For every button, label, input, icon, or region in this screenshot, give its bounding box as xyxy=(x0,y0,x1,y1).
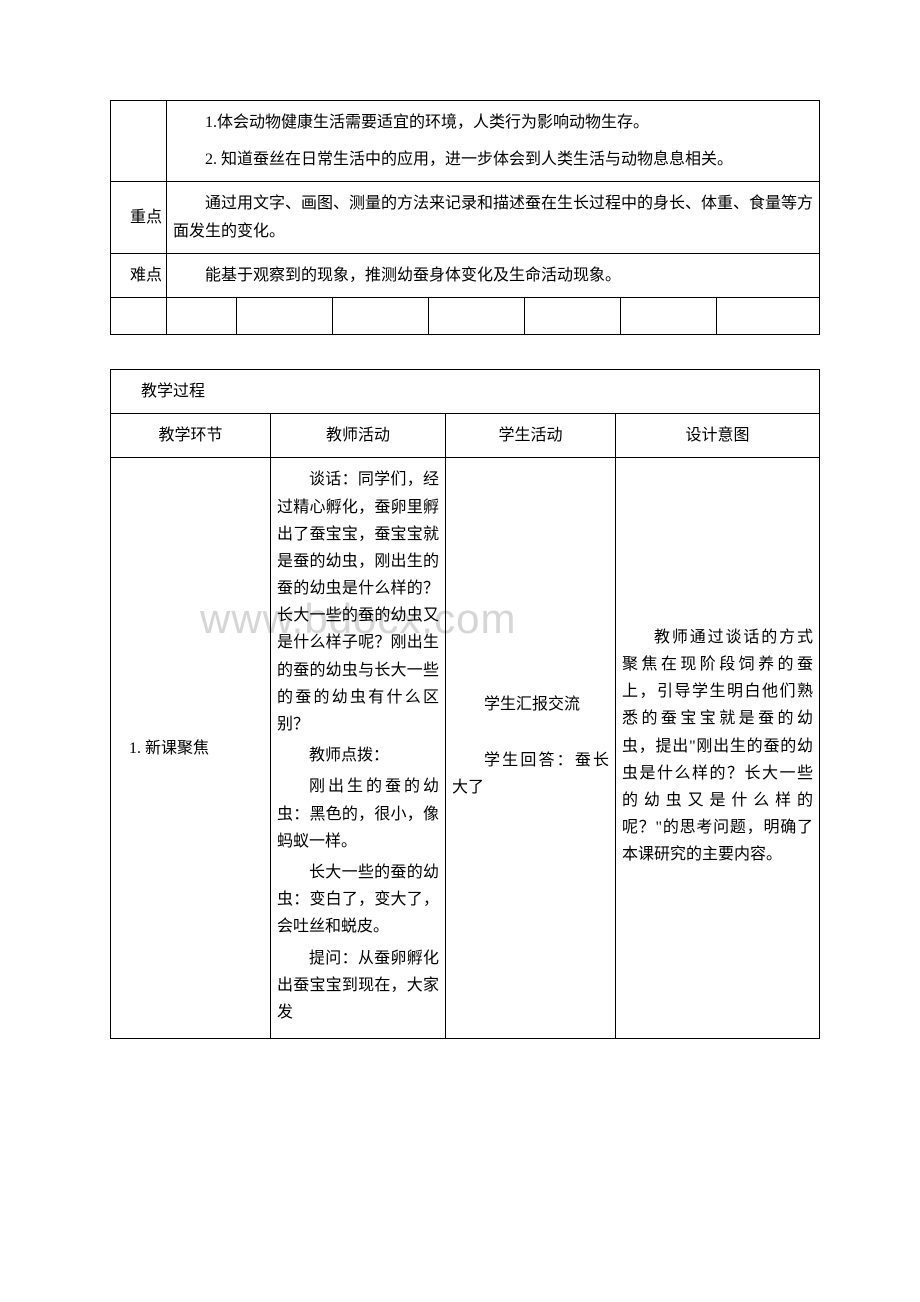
cell-teacher: 谈话：同学们，经过精心孵化，蚕卵里孵出了蚕宝宝，蚕宝宝就是蚕的幼虫，刚出生的蚕的… xyxy=(271,458,446,1039)
col-header-stage: 教学环节 xyxy=(111,414,271,458)
para: 通过用文字、画图、测量的方法来记录和描述蚕在生长过程中的身长、体重、食量等方面发… xyxy=(173,190,813,244)
cell-section-title: 教学过程 xyxy=(111,369,820,413)
table-row: 教学过程 xyxy=(111,369,820,413)
table-row-body: 1. 新课聚焦 谈话：同学们，经过精心孵化，蚕卵里孵出了蚕宝宝，蚕宝宝就是蚕的幼… xyxy=(111,458,820,1039)
table-row-empty xyxy=(111,297,820,334)
para: 谈话：同学们，经过精心孵化，蚕卵里孵出了蚕宝宝，蚕宝宝就是蚕的幼虫，刚出生的蚕的… xyxy=(277,466,439,738)
col-header-student: 学生活动 xyxy=(446,414,616,458)
cell-empty xyxy=(717,297,820,334)
cell-empty xyxy=(237,297,333,334)
label-text: 重点 xyxy=(111,204,166,231)
para: 能基于观察到的现象，推测幼蚕身体变化及生命活动现象。 xyxy=(173,262,813,289)
col-header-design: 设计意图 xyxy=(616,414,820,458)
cell-content: 通过用文字、画图、测量的方法来记录和描述蚕在生长过程中的身长、体重、食量等方面发… xyxy=(167,182,820,253)
cell-label-keypoint: 重点 xyxy=(111,182,167,253)
cell-design: 教师通过谈话的方式聚焦在现阶段饲养的蚕上，引导学生明白他们熟悉的蚕宝宝就是蚕的幼… xyxy=(616,458,820,1039)
para: 教师通过谈话的方式聚焦在现阶段饲养的蚕上，引导学生明白他们熟悉的蚕宝宝就是蚕的幼… xyxy=(622,624,813,869)
table-row: 重点 通过用文字、画图、测量的方法来记录和描述蚕在生长过程中的身长、体重、食量等… xyxy=(111,182,820,253)
cell-empty xyxy=(525,297,621,334)
para: 2. 知道蚕丝在日常生活中的应用，进一步体会到人类生活与动物息息相关。 xyxy=(173,146,813,173)
col-header-teacher: 教师活动 xyxy=(271,414,446,458)
cell-empty xyxy=(111,297,167,334)
para: 学生汇报交流 xyxy=(452,691,609,718)
cell-empty xyxy=(167,297,237,334)
table-process: 教学过程 教学环节 教师活动 学生活动 设计意图 1. 新课聚焦 谈话：同学们，… xyxy=(110,369,820,1039)
table-row: 1.体会动物健康生活需要适宜的环境，人类行为影响动物生存。 2. 知道蚕丝在日常… xyxy=(111,101,820,182)
para: 学生回答：蚕长大了 xyxy=(452,747,609,801)
cell-empty xyxy=(621,297,717,334)
page-container: 1.体会动物健康生活需要适宜的环境，人类行为影响动物生存。 2. 知道蚕丝在日常… xyxy=(0,0,920,1099)
cell-content: 1.体会动物健康生活需要适宜的环境，人类行为影响动物生存。 2. 知道蚕丝在日常… xyxy=(167,101,820,182)
table-row-headers: 教学环节 教师活动 学生活动 设计意图 xyxy=(111,414,820,458)
cell-blank xyxy=(111,101,167,182)
section-title: 教学过程 xyxy=(141,383,205,400)
cell-label-difficulty: 难点 xyxy=(111,253,167,297)
table-row: 难点 能基于观察到的现象，推测幼蚕身体变化及生命活动现象。 xyxy=(111,253,820,297)
para: 教师点拨： xyxy=(277,742,439,769)
cell-empty xyxy=(429,297,525,334)
cell-stage: 1. 新课聚焦 xyxy=(111,458,271,1039)
para: 1.体会动物健康生活需要适宜的环境，人类行为影响动物生存。 xyxy=(173,109,813,136)
para: 提问：从蚕卵孵化出蚕宝宝到现在，大家发 xyxy=(277,945,439,1027)
label-text: 难点 xyxy=(111,262,166,289)
cell-content: 能基于观察到的现象，推测幼蚕身体变化及生命活动现象。 xyxy=(167,253,820,297)
cell-student: 学生汇报交流 学生回答：蚕长大了 xyxy=(446,458,616,1039)
table-top: 1.体会动物健康生活需要适宜的环境，人类行为影响动物生存。 2. 知道蚕丝在日常… xyxy=(110,100,820,335)
para: 长大一些的蚕的幼虫：变白了，变大了，会吐丝和蜕皮。 xyxy=(277,859,439,941)
para: 刚出生的蚕的幼虫：黑色的，很小，像蚂蚁一样。 xyxy=(277,773,439,855)
cell-empty xyxy=(333,297,429,334)
